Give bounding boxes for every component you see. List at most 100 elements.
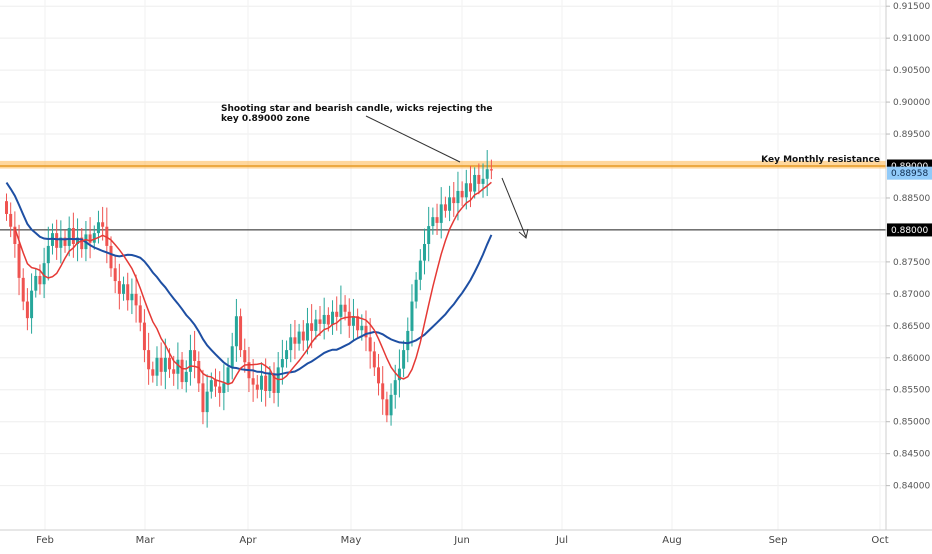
candle-body: [101, 222, 105, 227]
candle-body: [155, 357, 159, 376]
candle-body: [481, 178, 485, 184]
candle-body: [243, 350, 247, 363]
candle-body: [142, 322, 146, 351]
x-tick-label: Mar: [136, 535, 156, 546]
candle-body: [406, 330, 410, 351]
candle-body: [96, 222, 100, 234]
candle-body: [381, 383, 385, 400]
projection-arrow-head: [518, 228, 529, 239]
candle-body: [431, 217, 435, 227]
candle-body: [356, 316, 360, 331]
candle-body: [214, 380, 217, 387]
candle-body: [251, 378, 255, 385]
candle-body: [209, 380, 213, 392]
candle-body: [239, 316, 243, 351]
x-tick-label: May: [341, 535, 362, 546]
candle-body: [21, 277, 25, 302]
y-tick-label: 0.91500: [893, 2, 930, 12]
x-tick-label: Apr: [239, 535, 257, 546]
candle-body: [42, 263, 46, 285]
candle-body: [435, 217, 439, 223]
candle-body: [272, 373, 276, 393]
y-tick-label: 0.85500: [893, 386, 930, 396]
y-tick-label: 0.91000: [893, 34, 930, 44]
candle-body: [55, 233, 59, 248]
candle-body: [188, 350, 192, 372]
candle-body: [318, 319, 322, 324]
candle-body: [473, 174, 477, 192]
candle-body: [372, 351, 376, 368]
y-tick-label: 0.90500: [893, 66, 930, 76]
y-tick-label: 0.86500: [893, 322, 930, 332]
candle-body: [297, 331, 301, 344]
candles: [5, 150, 493, 428]
candle-body: [105, 226, 109, 246]
candle-body: [477, 174, 481, 184]
candle-body: [205, 391, 209, 413]
candle-body: [34, 275, 38, 291]
candle-body: [172, 369, 176, 374]
y-tick-label: 0.86000: [893, 354, 930, 364]
candle-body: [427, 226, 431, 244]
candle-body: [280, 359, 284, 368]
candle-body: [397, 368, 401, 381]
candle-body: [377, 367, 381, 384]
candle-body: [201, 383, 205, 413]
candle-body: [126, 284, 130, 301]
candle-body: [489, 169, 493, 171]
x-tick-label: Jun: [453, 535, 470, 546]
candle-body: [46, 245, 50, 264]
annotation-pointer-line: [365, 115, 461, 163]
candle-body: [63, 237, 67, 246]
candle-body: [176, 359, 180, 374]
annotation-shooting-star-line2: key 0.89000 zone: [221, 114, 310, 124]
y-tick-label: 0.87500: [893, 258, 930, 268]
candle-body: [343, 304, 347, 312]
y-tick-label: 0.89500: [893, 130, 930, 140]
candle-body: [389, 394, 393, 416]
candle-body: [259, 375, 263, 390]
y-tick-label: 0.85000: [893, 418, 930, 428]
candle-body: [130, 293, 134, 301]
x-tick-label: Jul: [555, 535, 568, 546]
candle-body: [293, 337, 297, 344]
y-tick-label: 0.84500: [893, 450, 930, 460]
candle-body: [234, 316, 238, 347]
candle-body: [197, 360, 201, 384]
candle-body: [335, 311, 339, 317]
slow-moving-average: [5, 182, 493, 376]
candle-body: [423, 243, 426, 261]
annotation-shooting-star-line1: Shooting star and bearish candle, wicks …: [221, 104, 493, 114]
candle-body: [180, 359, 184, 383]
fast-moving-average: [14, 181, 492, 386]
candle-body: [255, 384, 259, 390]
candle-body: [230, 346, 234, 368]
x-axis-ticks: Feb Mar Apr May Jun Jul Aug Sep Oct: [36, 535, 889, 546]
y-axis-ticks: 0.915000.910000.905000.900000.895000.890…: [886, 2, 930, 492]
candle-body: [285, 350, 289, 360]
candle-body: [138, 305, 142, 323]
price-tag-support-label: 0.88000: [891, 226, 928, 236]
candle-body: [13, 226, 17, 244]
grid-lines: [0, 0, 886, 530]
candle-body: [452, 197, 456, 204]
candle-body: [402, 350, 406, 369]
y-tick-label: 0.84000: [893, 482, 930, 492]
x-tick-label: Sep: [769, 535, 788, 546]
y-tick-label: 0.90000: [893, 98, 930, 108]
candle-body: [443, 204, 447, 211]
candle-body: [414, 279, 418, 302]
candle-body: [113, 268, 117, 282]
candle-body: [88, 234, 92, 243]
candle-body: [268, 373, 272, 392]
candle-body: [9, 213, 13, 227]
candle-body: [30, 290, 34, 319]
candle-body: [67, 228, 71, 246]
price-tag-support: 0.88000: [887, 223, 932, 237]
x-tick-label: Feb: [36, 535, 54, 546]
y-tick-label: 0.88500: [893, 194, 930, 204]
candle-body: [310, 323, 314, 331]
resistance-zone: [0, 160, 886, 169]
